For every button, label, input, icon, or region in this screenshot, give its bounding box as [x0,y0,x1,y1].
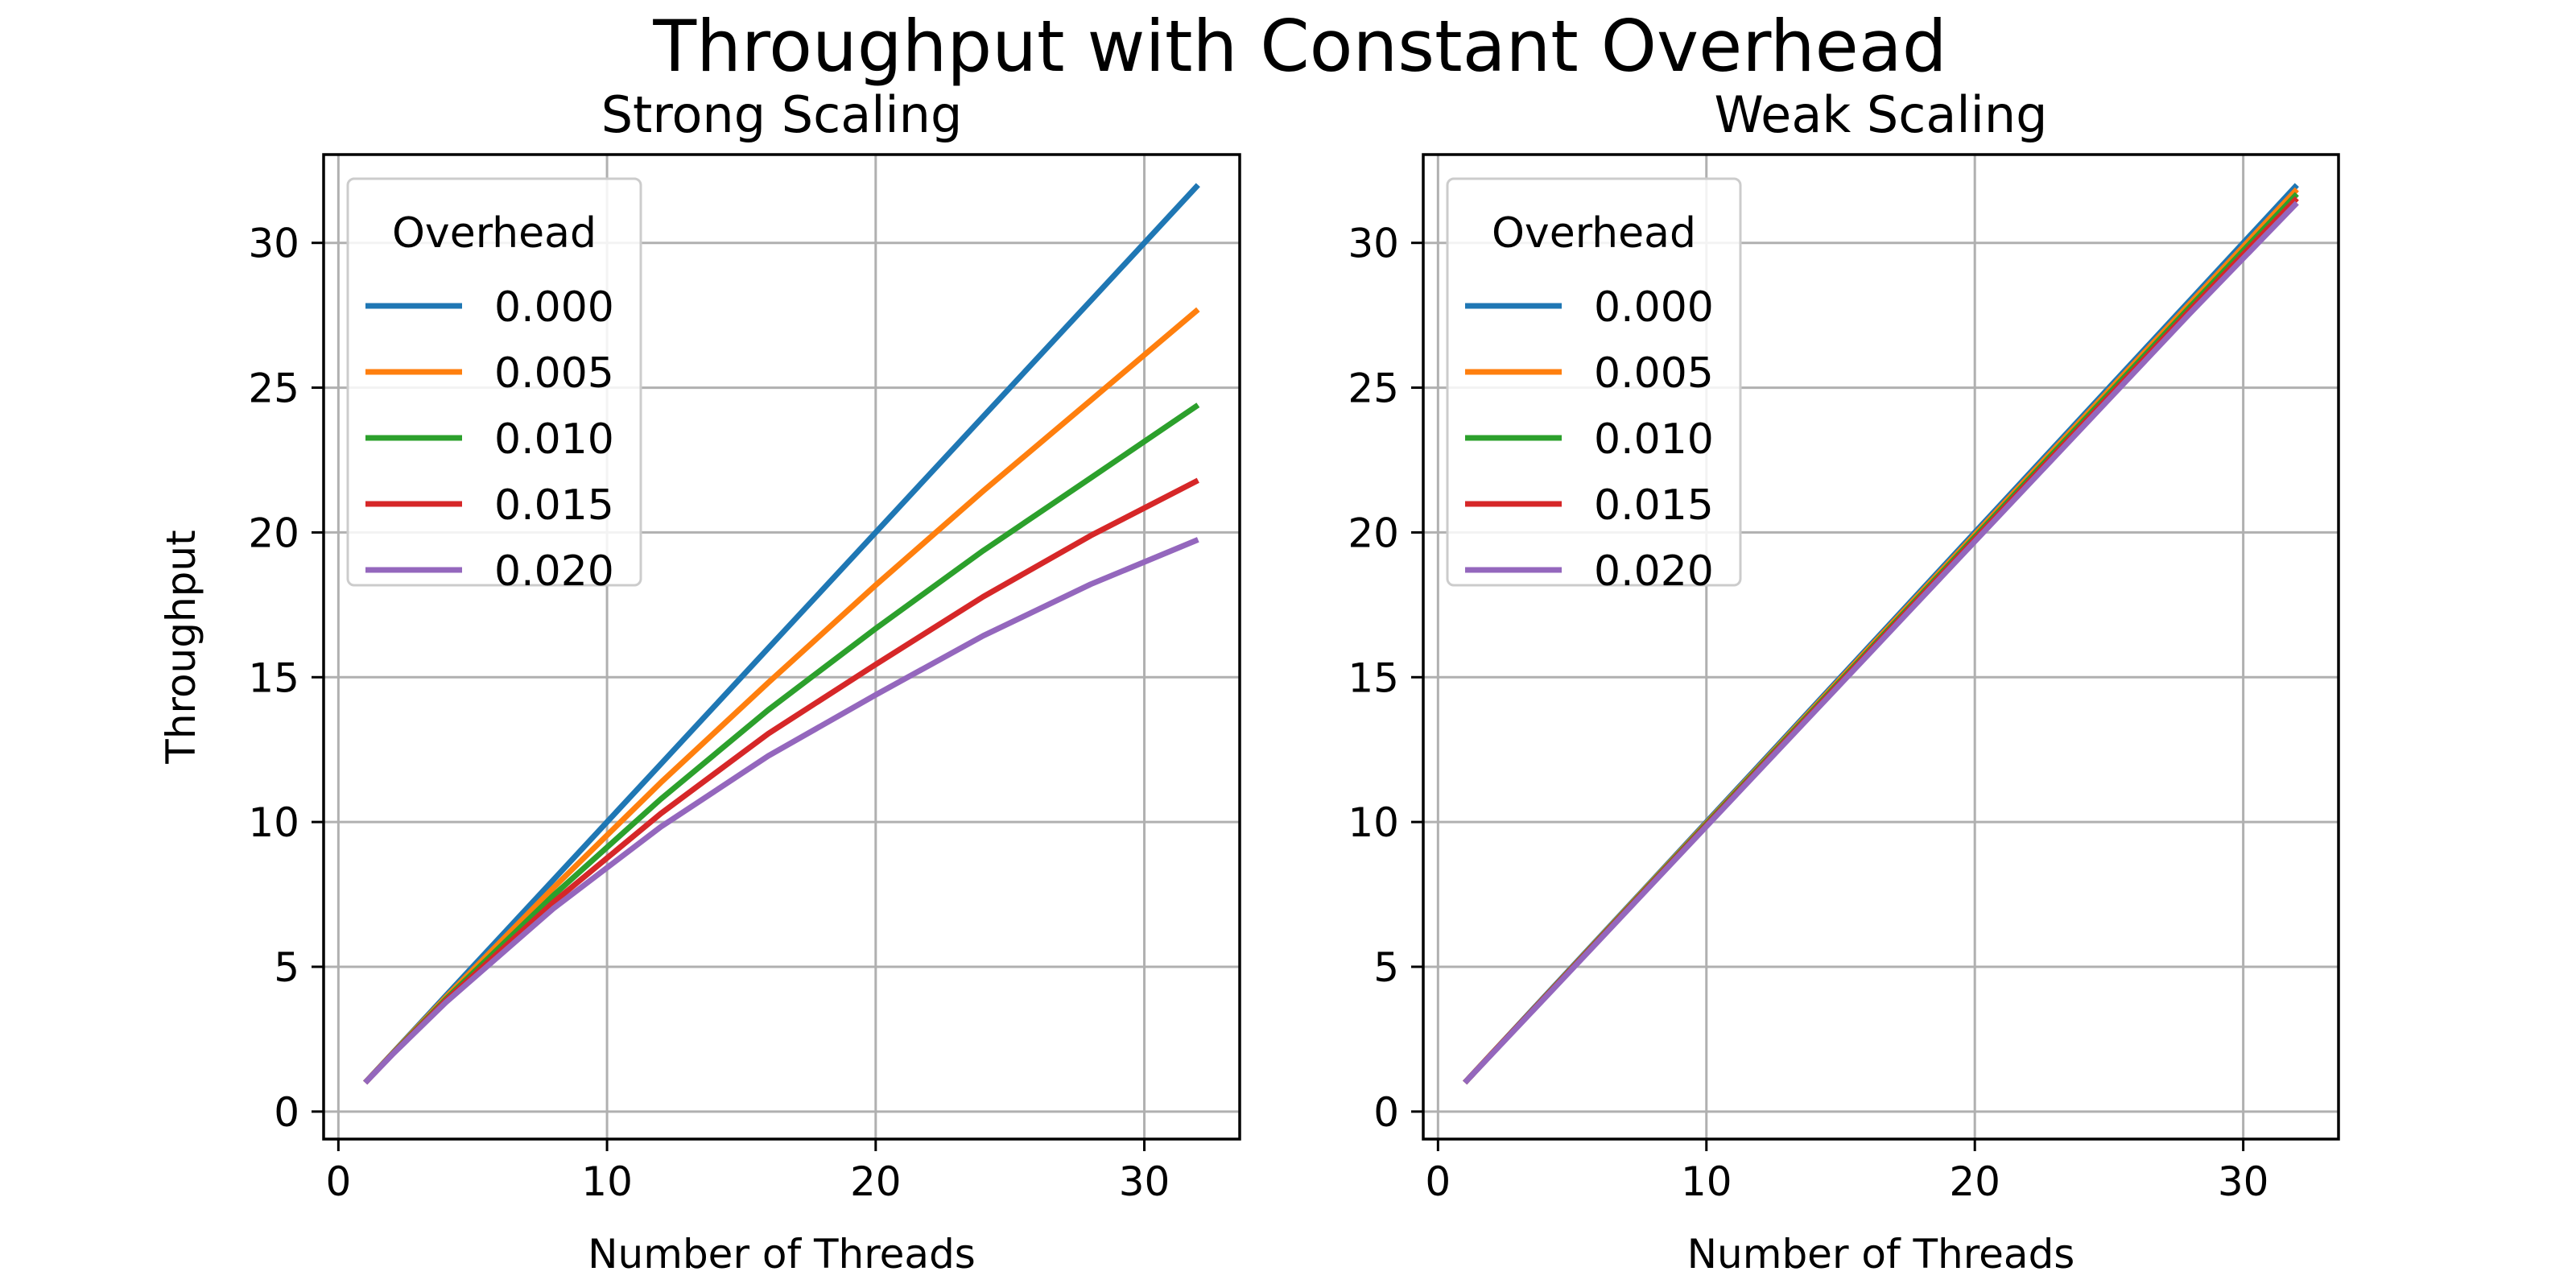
y-tick-label: 25 [248,365,299,412]
x-tick-label: 30 [1119,1158,1170,1205]
y-tick-label: 25 [1348,365,1399,412]
legend-box [346,177,642,587]
y-tick-label: 10 [248,799,299,846]
y-tick-label: 5 [1373,944,1399,991]
x-tick-label: 0 [1425,1158,1451,1205]
legend-title: Overhead [1492,209,1696,258]
axes-frame [1422,153,2340,1141]
legend-box [1446,177,1742,587]
legend-label: 0.000 [494,283,614,332]
axes-title: Weak Scaling [1715,85,2048,144]
subplot-strong-scaling: 0 10 20 30 0 5 10 15 20 25 30 Strong Scaling Number … [158,85,1241,1278]
axes-title: Strong Scaling [601,85,963,144]
series-line-0.020 [363,537,1199,1085]
legend-label: 0.010 [494,415,614,464]
x-tick-label: 20 [1949,1158,2000,1205]
x-tick-label: 30 [2218,1158,2269,1205]
y-tick-label: 10 [1348,799,1399,846]
legend: Overhead 0.000 0.005 0.010 0.015 0.020 [1446,177,1742,596]
figure-title: Throughput with Constant Overhead [652,5,1946,88]
legend-label: 0.010 [1594,415,1714,464]
legend-title: Overhead [392,209,597,258]
y-tick-label: 20 [248,510,299,556]
legend-label: 0.020 [1594,547,1714,596]
subplot-weak-scaling: 0 10 20 30 0 5 10 15 20 25 30 Weak Scaling Number of… [1348,85,2340,1278]
y-tick-label: 5 [274,944,299,991]
axes-frame [322,153,1241,1141]
legend: Overhead 0.000 0.005 0.010 0.015 0.020 [346,177,642,596]
x-tick-label: 10 [1681,1158,1732,1205]
legend-label: 0.015 [1594,481,1714,530]
y-tick-label: 15 [248,654,299,701]
series-line-0.020 [1463,200,2299,1085]
y-tick-label: 30 [1348,221,1399,267]
legend-label: 0.000 [1594,283,1714,332]
x-axis-label: Number of Threads [1687,1231,2075,1278]
y-tick-label: 20 [1348,510,1399,556]
y-axis-label: Throughput [158,530,204,764]
x-tick-label: 0 [325,1158,351,1205]
legend-label: 0.005 [494,349,614,398]
legend-label: 0.020 [494,547,614,596]
y-tick-label: 0 [1373,1089,1399,1136]
x-tick-label: 10 [581,1158,633,1205]
legend-label: 0.015 [494,481,614,530]
y-tick-label: 15 [1348,654,1399,701]
y-tick-label: 30 [248,221,299,267]
x-axis-label: Number of Threads [588,1231,976,1278]
x-tick-label: 20 [850,1158,902,1205]
legend-label: 0.005 [1594,349,1714,398]
y-tick-label: 0 [274,1089,299,1136]
